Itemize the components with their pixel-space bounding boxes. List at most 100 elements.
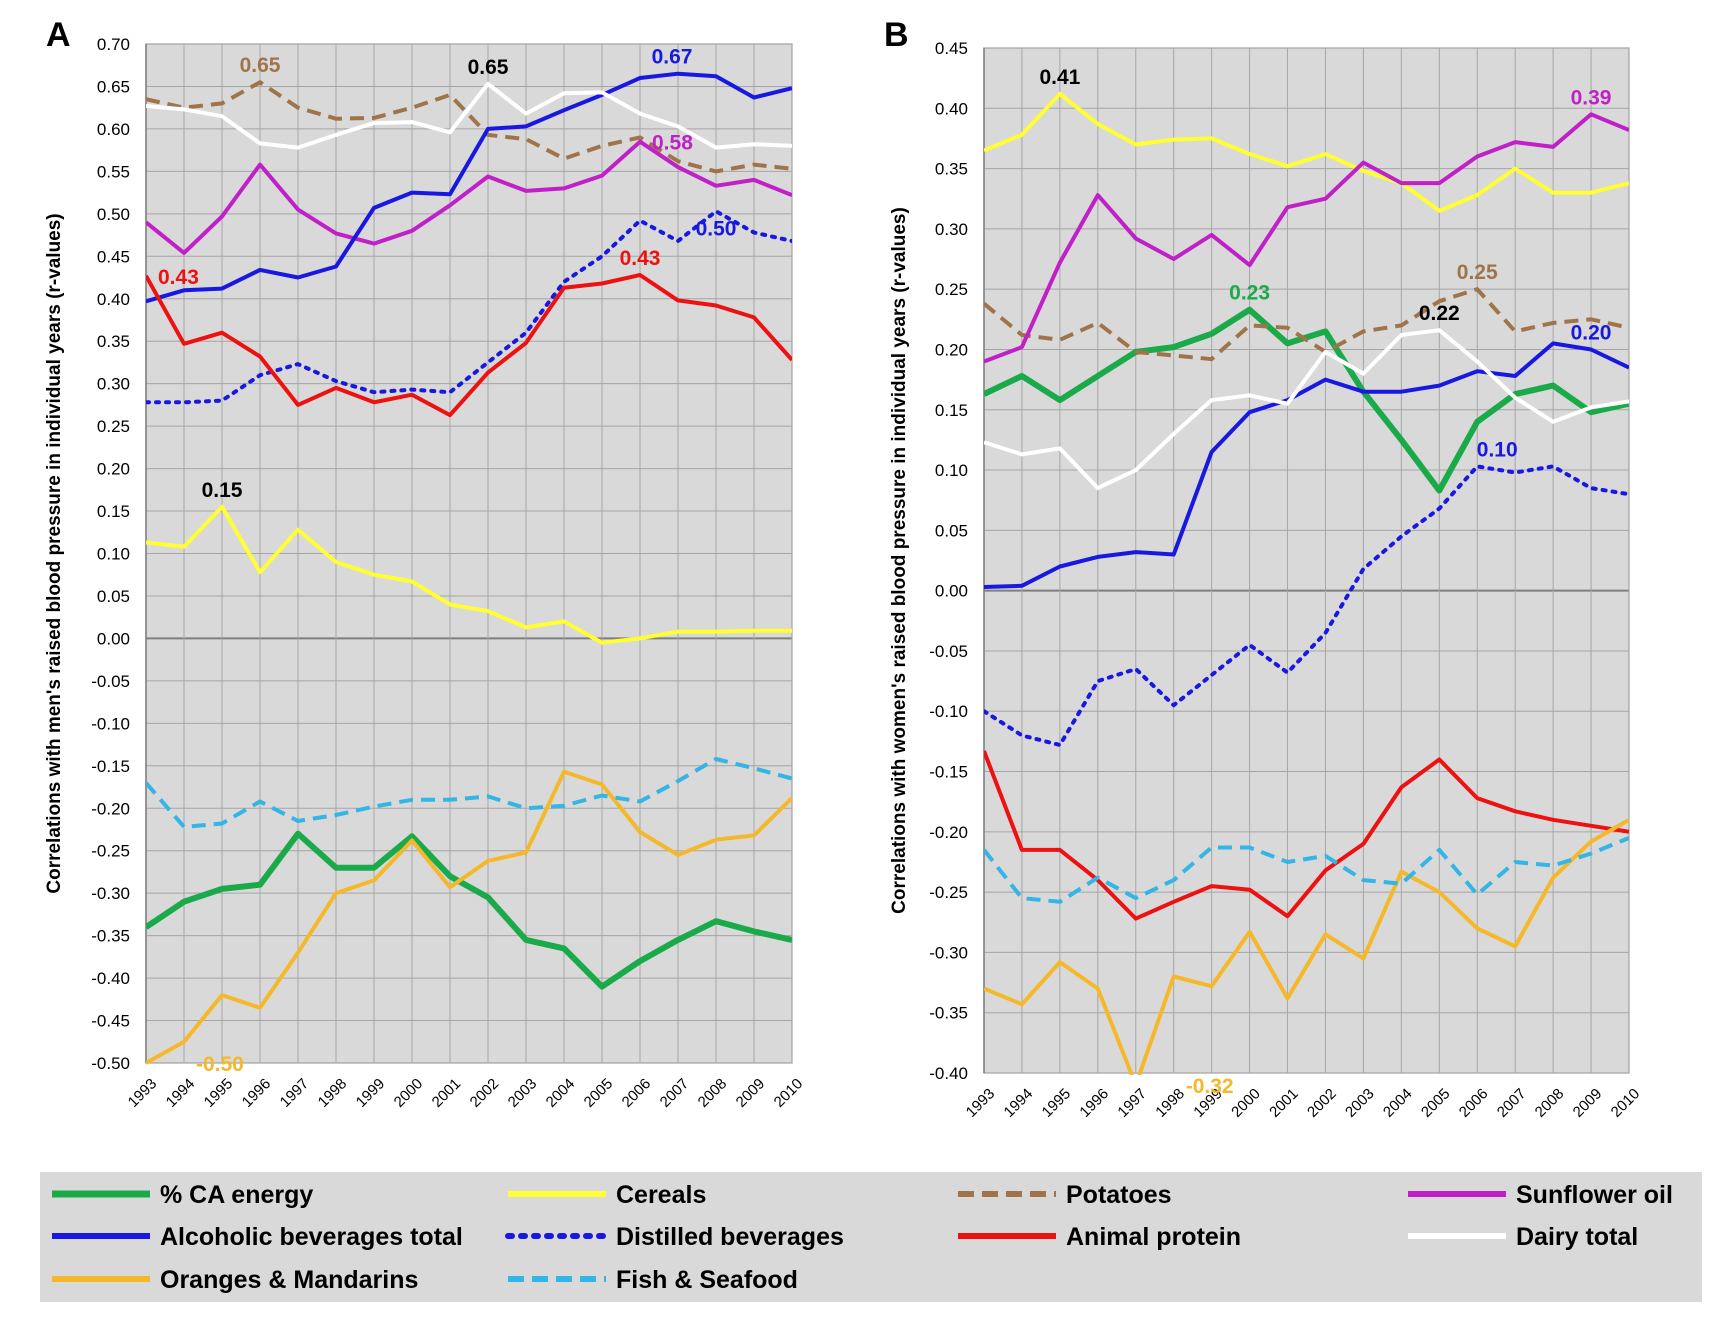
x-tick-label: 2008 [1532,1085,1568,1121]
y-tick-label: -0.30 [91,884,130,903]
legend-label-sunflower-oil: Sunflower oil [1516,1181,1673,1209]
x-tick-label: 2004 [1380,1085,1416,1121]
panel-b: 0.45 0.40 0.35 0.30 0.25 0.20 0.15 0.10 0.05 0.00… [884,16,1643,1121]
y-tick-label: 0.30 [935,220,968,239]
legend-label-potatoes: Potatoes [1066,1181,1172,1209]
x-tick-label: 2005 [1418,1085,1454,1121]
series-line-alcoholic-beverages-total [146,71,792,304]
y-tick-label: -0.25 [91,842,130,861]
annotation-label: 0.25 [1457,261,1498,284]
legend-label-oranges-and-mandarins: Oranges & Mandarins [160,1266,418,1294]
annotation-label: 0.15 [202,479,243,502]
x-tick-label: 1997 [1114,1085,1150,1121]
y-tick-label: -0.20 [929,823,968,842]
annotation-label: 0.43 [158,266,199,289]
y-tick-label: -0.40 [91,969,130,988]
x-tick-label: 1999 [353,1075,389,1111]
legend-label-distilled-beverages: Distilled beverages [616,1223,844,1251]
y-tick-label: -0.25 [929,883,968,902]
x-tick-label: 2002 [467,1075,503,1111]
x-tick-label: 1996 [1076,1085,1112,1121]
y-tick-label: 0.15 [97,502,130,521]
x-tick-label: 1998 [315,1075,351,1111]
x-tick-label: 2006 [619,1075,655,1111]
series-line-distilled-beverages [984,464,1629,747]
x-tick-label: 2003 [505,1075,541,1111]
y-tick-label: -0.35 [91,927,130,946]
series-line-alcoholic-beverages-total [984,341,1629,589]
annotation-label: 0.20 [1571,321,1612,344]
x-tick-label: 1995 [201,1075,237,1111]
y-tick-label: -0.15 [91,757,130,776]
x-tick-label: 2006 [1456,1085,1492,1121]
y-tick-label: 0.00 [935,582,968,601]
x-tick-label: 1997 [277,1075,313,1111]
y-tick-label: 0.20 [97,460,130,479]
annotation-label: 0.43 [620,247,661,270]
y-tick-label: 0.60 [97,120,130,139]
y-tick-label: 0.40 [97,290,130,309]
annotation-label: 0.39 [1571,86,1612,109]
x-tick-label: 1993 [125,1075,161,1111]
y-tick-label: 0.25 [935,280,968,299]
y-tick-label: 0.45 [97,247,130,266]
x-tick-label: 2009 [733,1075,769,1111]
legend-label-cereals: Cereals [616,1181,706,1209]
x-tick-label: 2007 [1494,1085,1530,1121]
series-line-sunflower-oil [146,139,792,255]
annotation-label: 0.10 [1477,438,1518,461]
series-line-distilled-beverages [146,209,792,405]
annotation-label: 0.58 [652,132,693,155]
series-line-cereals [146,504,792,645]
y-tick-label: -0.40 [929,1064,968,1083]
y-tick-label: -0.10 [929,702,968,721]
y-tick-label: 0.30 [97,375,130,394]
series-line-dairy-total [146,81,792,150]
y-tick-label: 0.20 [935,340,968,359]
y-tick-label: 0.10 [935,461,968,480]
x-tick-label: 2009 [1570,1085,1606,1121]
x-tick-label: 1994 [1001,1085,1037,1121]
y-axis-label: Correlations with men's raised blood pre… [44,213,65,893]
series-line-oranges-and-mandarins [146,769,792,1065]
y-tick-label: 0.65 [97,77,130,96]
series-line-animal-protein [984,750,1629,921]
y-tick-label: -0.50 [91,1054,130,1073]
y-tick-label: 0.25 [97,417,130,436]
series-line-animal-protein [146,273,792,418]
x-tick-label: 1993 [963,1085,999,1121]
annotation-label: -0.32 [1186,1075,1234,1098]
series-line-potatoes [146,80,792,174]
annotation-label: -0.50 [196,1053,244,1076]
series-line-oranges-and-mandarins [984,818,1629,1075]
x-tick-label: 2004 [543,1075,579,1111]
x-tick-label: 1996 [239,1075,275,1111]
y-tick-label: 0.55 [97,162,130,181]
y-tick-label: 0.05 [97,587,130,606]
x-tick-label: 1998 [1152,1085,1188,1121]
legend-label-dairy-total: Dairy total [1516,1223,1638,1251]
y-tick-label: -0.05 [929,642,968,661]
y-tick-label: 0.35 [935,160,968,179]
y-tick-label: 0.40 [935,99,968,118]
annotation-label: 0.67 [652,46,693,69]
y-tick-label: 0.45 [935,39,968,58]
annotation-label: 0.23 [1229,282,1270,305]
y-tick-label: 0.50 [97,205,130,224]
annotation-label: 0.41 [1039,66,1080,89]
y-tick-label: 0.05 [935,521,968,540]
series-line-pct-ca-energy [146,830,792,990]
y-tick-label: 0.00 [97,629,130,648]
y-tick-label: -0.45 [91,1012,130,1031]
x-tick-label: 2008 [695,1075,731,1111]
series-line-potatoes [984,287,1629,362]
x-tick-label: 2010 [1608,1085,1644,1121]
x-tick-label: 1994 [163,1075,199,1111]
annotation-label: 0.22 [1419,302,1460,325]
legend-label-fish-and-seafood: Fish & Seafood [616,1266,798,1294]
x-tick-label: 2001 [429,1075,465,1111]
y-tick-label: 0.35 [97,332,130,351]
x-tick-label: 2002 [1304,1085,1340,1121]
x-tick-label: 2010 [771,1075,807,1111]
y-tick-label: -0.05 [91,672,130,691]
